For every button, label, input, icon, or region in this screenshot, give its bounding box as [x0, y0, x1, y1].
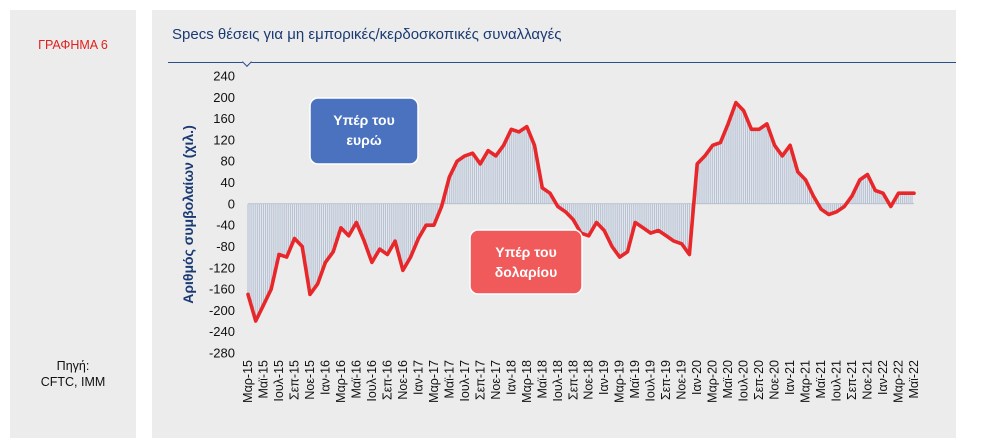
- x-tick-label: Ιαν-21: [783, 360, 797, 395]
- x-tick-label: Ιαν-16: [318, 360, 332, 395]
- figure-label: ΓΡΑΦΗΜΑ 6: [38, 38, 108, 52]
- x-tick-label: Σεπ-15: [288, 360, 302, 400]
- x-tick-label: Ιουλ-17: [458, 360, 472, 402]
- x-tick-label: Νοε-21: [861, 360, 875, 400]
- title-rule: [168, 62, 956, 63]
- y-tick-label: -160: [209, 282, 235, 297]
- chart-title: Specs θέσεις για μη εμπορικές/κερδοσκοπι…: [172, 26, 562, 43]
- x-tick-label: Σεπ-20: [752, 360, 766, 400]
- y-tick-label: 240: [213, 69, 235, 84]
- x-tick-label: Νοε-15: [303, 360, 317, 400]
- x-tick-label: Μαϊ-21: [814, 360, 828, 399]
- y-tick-label: -80: [216, 239, 235, 254]
- x-tick-label: Μαρ-20: [706, 360, 720, 403]
- x-tick-label: Μαρ-21: [799, 360, 813, 403]
- x-tick-label: Μαϊ-19: [628, 360, 642, 399]
- annotation-box: [309, 97, 419, 165]
- annotation-euro: Υπέρ του ευρώ: [309, 97, 419, 165]
- x-tick-label: Ιαν-18: [504, 360, 518, 395]
- x-tick-label: Σεπ-21: [845, 360, 859, 400]
- source-note: Πηγή: CFTC, IMM: [10, 358, 136, 390]
- x-tick-label: Νοε-16: [396, 360, 410, 400]
- y-tick-label: 200: [213, 90, 235, 105]
- annotation-line2: δολαρίου: [495, 264, 558, 280]
- x-tick-label: Μαρ-16: [334, 360, 348, 403]
- x-tick-label: Ιουλ-18: [551, 360, 565, 402]
- x-tick-label: Ιουλ-20: [737, 360, 751, 402]
- x-tick-label: Ιαν-20: [690, 360, 704, 395]
- y-tick-label: 0: [228, 196, 235, 211]
- y-tick-label: 160: [213, 111, 235, 126]
- annotation-line2: ευρώ: [346, 132, 381, 148]
- side-panel: ΓΡΑΦΗΜΑ 6 Πηγή: CFTC, IMM: [10, 10, 136, 438]
- x-tick-label: Ιαν-19: [597, 360, 611, 395]
- x-tick-label: Μαϊ-22: [907, 360, 921, 399]
- x-tick-label: Μαρ-17: [427, 360, 441, 403]
- x-tick-label: Μαϊ-17: [442, 360, 456, 399]
- x-tick-label: Ιουλ-16: [365, 360, 379, 402]
- x-tick-label: Σεπ-16: [380, 360, 394, 400]
- x-tick-label: Μαϊ-18: [535, 360, 549, 399]
- annotation-line1: Υπέρ του: [495, 244, 556, 260]
- annotation-box: [469, 229, 583, 295]
- y-axis-label: Αριθμός συμβολαίων (χιλ.): [180, 125, 196, 303]
- y-tick-label: 120: [213, 132, 235, 147]
- x-tick-label: Μαρ-15: [241, 360, 255, 403]
- x-tick-label: Μαρ-22: [892, 360, 906, 403]
- chart-panel: Specs θέσεις για μη εμπορικές/κερδοσκοπι…: [152, 10, 956, 438]
- x-tick-label: Νοε-17: [489, 360, 503, 400]
- x-tick-label: Μαρ-19: [613, 360, 627, 403]
- x-tick-label: Νοε-18: [582, 360, 596, 400]
- x-tick-label: Νοε-19: [675, 360, 689, 400]
- y-tick-label: 80: [221, 154, 235, 169]
- y-tick-label: -280: [209, 346, 235, 361]
- x-tick-label: Ιουλ-15: [272, 360, 286, 402]
- x-tick-label: Μαρ-18: [520, 360, 534, 403]
- x-tick-label: Ιουλ-21: [830, 360, 844, 402]
- chart-svg: Αριθμός συμβολαίων (χιλ.) Υπέρ τουευρώΥπ…: [180, 69, 921, 403]
- y-tick-label: -240: [209, 324, 235, 339]
- annotation-dollar: Υπέρ του δολαρίου: [469, 229, 583, 295]
- source-label: Πηγή:: [56, 359, 90, 373]
- x-tick-label: Μαϊ-20: [721, 360, 735, 399]
- x-tick-label: Σεπ-19: [659, 360, 673, 400]
- x-tick-label: Μαϊ-16: [349, 360, 363, 399]
- x-tick-label: Σεπ-17: [473, 360, 487, 400]
- x-tick-label: Νοε-20: [768, 360, 782, 400]
- annotation-line1: Υπέρ του: [333, 112, 394, 128]
- x-tick-label: Ιαν-22: [876, 360, 890, 395]
- x-tick-label: Ιουλ-19: [644, 360, 658, 402]
- source-value: CFTC, IMM: [40, 375, 106, 389]
- x-tick-label: Ιαν-17: [411, 360, 425, 395]
- y-tick-label: -200: [209, 303, 235, 318]
- x-tick-label: Σεπ-18: [566, 360, 580, 400]
- y-tick-label: -40: [216, 218, 235, 233]
- x-tick-label: Μαϊ-15: [257, 360, 271, 399]
- y-tick-label: 40: [221, 175, 235, 190]
- y-tick-label: -120: [209, 260, 235, 275]
